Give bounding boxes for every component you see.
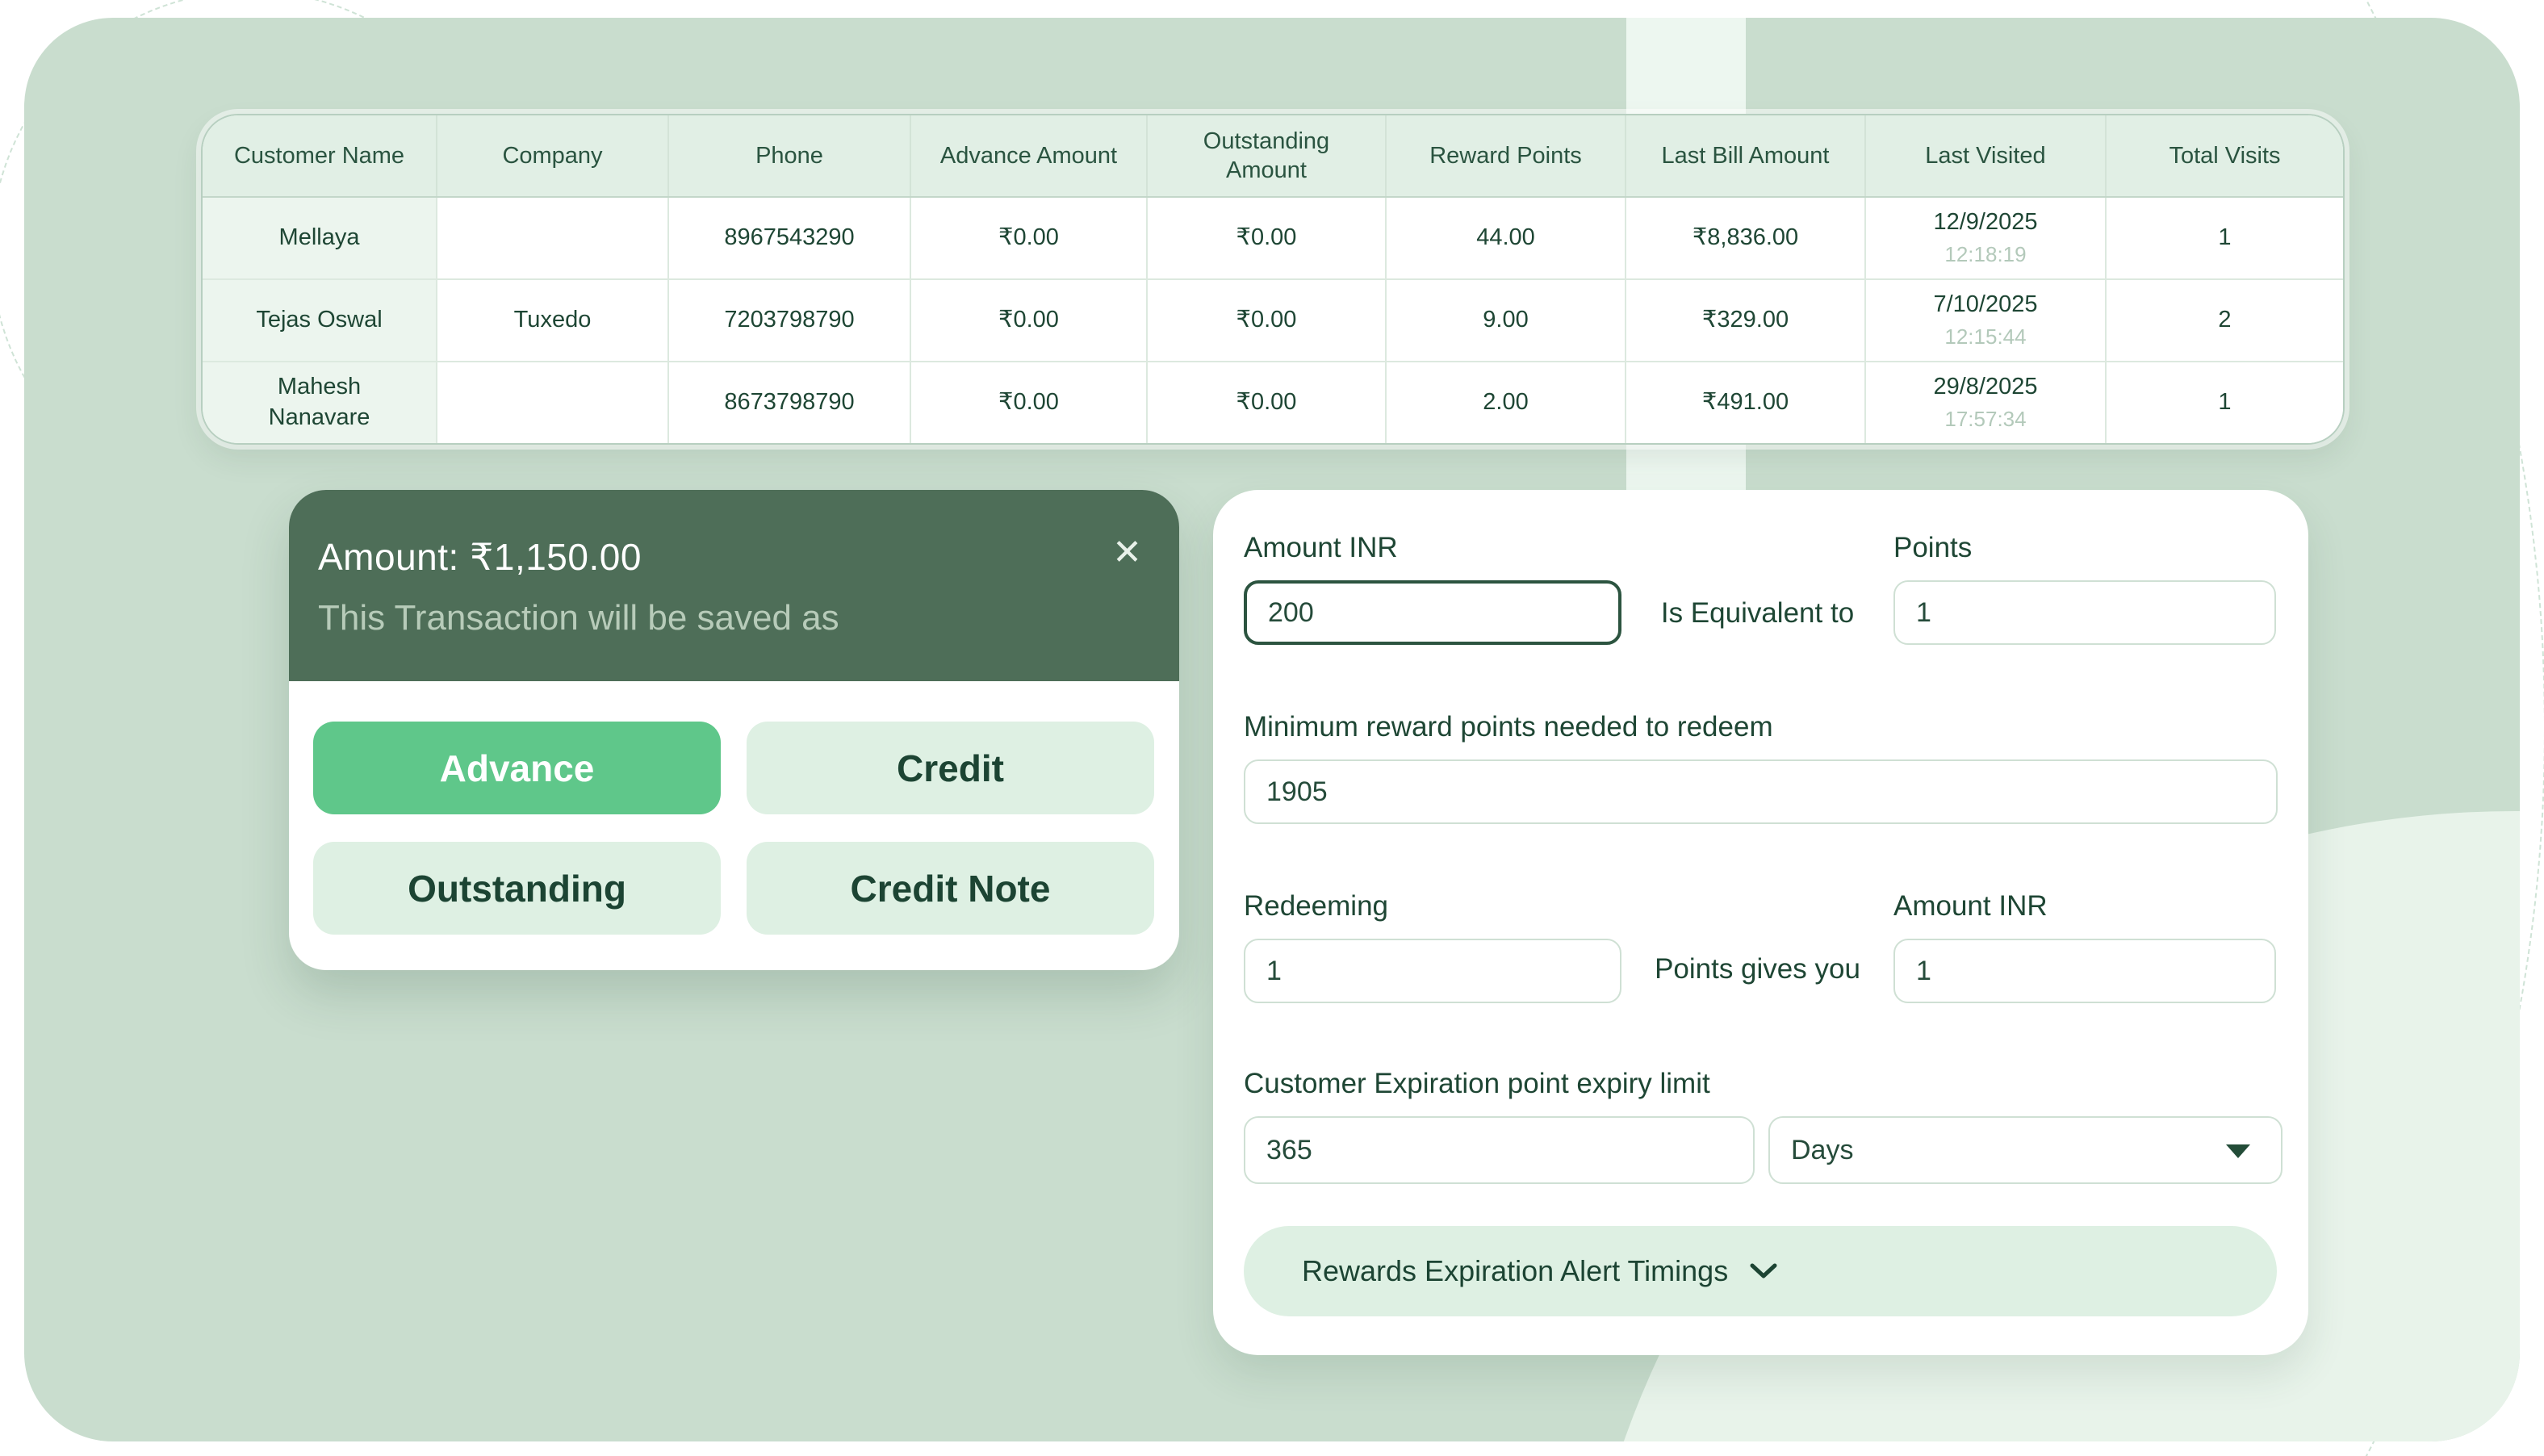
chevron-down-icon (1750, 1263, 1777, 1278)
cell-customer-name: Mahesh Nanavare (203, 362, 437, 443)
last-visited-time: 12:15:44 (1944, 324, 2027, 349)
cell-last-visited: 7/10/2025 12:15:44 (1865, 279, 2107, 362)
cell-customer-name: Mellaya (203, 197, 437, 280)
credit-button[interactable]: Credit (747, 722, 1154, 814)
cell-last-visited: 29/8/2025 17:57:34 (1865, 362, 2107, 443)
cell-company (437, 197, 669, 280)
transaction-modal-body: Advance Credit Outstanding Credit Note (289, 681, 1179, 970)
cell-reward-points: 2.00 (1386, 362, 1626, 443)
cell-outstanding-amount: ₹0.00 (1147, 362, 1387, 443)
table-row[interactable]: Mahesh Nanavare 8673798790 ₹0.00 ₹0.00 2… (203, 362, 2343, 443)
cell-last-bill-amount: ₹8,836.00 (1626, 197, 1866, 280)
amount-inr-2-input[interactable] (1893, 939, 2276, 1003)
transaction-amount-title: Amount: ₹1,150.00 (318, 536, 642, 578)
rewards-expiration-alert-button[interactable]: Rewards Expiration Alert Timings (1244, 1226, 2277, 1316)
cell-company (437, 362, 669, 443)
rewards-settings-panel: Amount INR Is Equivalent to Points Minim… (1213, 490, 2308, 1355)
min-redeem-input[interactable] (1244, 759, 2278, 824)
rewards-expiration-alert-label: Rewards Expiration Alert Timings (1302, 1254, 1729, 1287)
credit-note-button[interactable]: Credit Note (747, 842, 1154, 935)
last-visited-time: 12:18:19 (1944, 241, 2027, 266)
main-canvas: Customer Name Company Phone Advance Amou… (24, 18, 2520, 1441)
redeeming-input[interactable] (1244, 939, 1621, 1003)
col-header-total-visits: Total Visits (2106, 115, 2343, 198)
cell-reward-points: 9.00 (1386, 279, 1626, 362)
advance-button[interactable]: Advance (313, 722, 721, 814)
table-row[interactable]: Mellaya 8967543290 ₹0.00 ₹0.00 44.00 ₹8,… (203, 197, 2343, 280)
last-visited-date: 12/9/2025 (1933, 209, 2038, 236)
cell-customer-name: Tejas Oswal (203, 279, 437, 362)
outstanding-button[interactable]: Outstanding (313, 842, 721, 935)
cell-total-visits: 2 (2106, 279, 2343, 362)
cell-last-bill-amount: ₹491.00 (1626, 362, 1866, 443)
transaction-modal: Amount: ₹1,150.00 This Transaction will … (289, 490, 1179, 970)
cell-advance-amount: ₹0.00 (910, 362, 1148, 443)
last-visited-time: 17:57:34 (1944, 406, 2027, 431)
col-header-advance-amount: Advance Amount (910, 115, 1148, 198)
cell-phone: 7203798790 (668, 279, 911, 362)
cell-last-visited: 12/9/2025 12:18:19 (1865, 197, 2107, 280)
customers-table: Customer Name Company Phone Advance Amou… (201, 114, 2345, 445)
redeeming-label: Redeeming (1244, 890, 1388, 922)
cell-outstanding-amount: ₹0.00 (1147, 279, 1387, 362)
cell-total-visits: 1 (2106, 197, 2343, 280)
min-redeem-label: Minimum reward points needed to redeem (1244, 711, 1773, 743)
cell-advance-amount: ₹0.00 (910, 279, 1148, 362)
close-icon[interactable]: ✕ (1112, 533, 1142, 572)
expiry-limit-label: Customer Expiration point expiry limit (1244, 1068, 1710, 1099)
days-select-value: Days (1791, 1134, 1854, 1165)
table-header-row: Customer Name Company Phone Advance Amou… (203, 115, 2343, 198)
col-header-customer-name: Customer Name (203, 115, 437, 198)
cell-advance-amount: ₹0.00 (910, 197, 1148, 280)
amount-inr-label: Amount INR (1244, 532, 1398, 563)
col-header-phone: Phone (668, 115, 911, 198)
points-label: Points (1893, 532, 1973, 563)
col-header-last-visited: Last Visited (1865, 115, 2107, 198)
cell-phone: 8967543290 (668, 197, 911, 280)
amount-inr-2-label: Amount INR (1893, 890, 2048, 922)
cell-reward-points: 44.00 (1386, 197, 1626, 280)
table-row[interactable]: Tejas Oswal Tuxedo 7203798790 ₹0.00 ₹0.0… (203, 279, 2343, 362)
transaction-subtitle: This Transaction will be saved as (318, 598, 839, 638)
last-visited-date: 7/10/2025 (1933, 291, 2038, 318)
col-header-company: Company (437, 115, 669, 198)
transaction-modal-header: Amount: ₹1,150.00 This Transaction will … (289, 490, 1179, 681)
col-header-reward-points: Reward Points (1386, 115, 1626, 198)
amount-inr-input[interactable] (1244, 580, 1621, 645)
is-equivalent-to-text: Is Equivalent to (1660, 597, 1855, 629)
points-input[interactable] (1893, 580, 2276, 645)
cell-phone: 8673798790 (668, 362, 911, 443)
dropdown-arrow-icon (2226, 1144, 2250, 1158)
cell-company: Tuxedo (437, 279, 669, 362)
points-gives-you-text: Points gives you (1655, 953, 1860, 985)
cell-total-visits: 1 (2106, 362, 2343, 443)
last-visited-date: 29/8/2025 (1933, 374, 2038, 400)
days-select[interactable]: Days (1768, 1116, 2282, 1184)
expiry-limit-input[interactable] (1244, 1116, 1755, 1184)
col-header-last-bill-amount: Last Bill Amount (1626, 115, 1866, 198)
cell-outstanding-amount: ₹0.00 (1147, 197, 1387, 280)
cell-last-bill-amount: ₹329.00 (1626, 279, 1866, 362)
col-header-outstanding-amount: Outstanding Amount (1147, 115, 1387, 198)
